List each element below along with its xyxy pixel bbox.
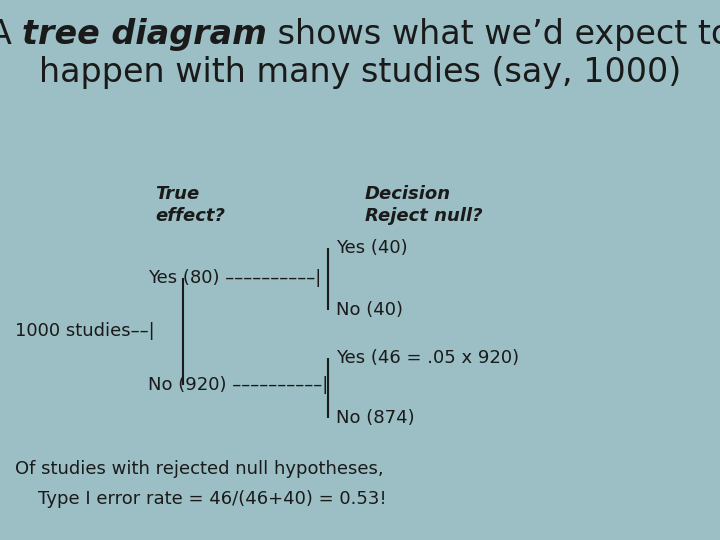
Text: shows what we’d expect to: shows what we’d expect to (267, 18, 720, 51)
Text: tree diagram: tree diagram (22, 18, 267, 51)
Text: Yes (80) ––––––––––|: Yes (80) ––––––––––| (148, 269, 321, 287)
Text: No (874): No (874) (336, 409, 415, 427)
Text: No (40): No (40) (336, 301, 403, 319)
Text: Decision
Reject null?: Decision Reject null? (365, 185, 482, 225)
Text: happen with many studies (say, 1000): happen with many studies (say, 1000) (39, 56, 681, 89)
Text: Type I error rate = 46/(46+40) = 0.53!: Type I error rate = 46/(46+40) = 0.53! (15, 490, 387, 508)
Text: Yes (40): Yes (40) (336, 239, 408, 257)
Text: Of studies with rejected null hypotheses,: Of studies with rejected null hypotheses… (15, 460, 384, 478)
Text: Yes (46 = .05 x 920): Yes (46 = .05 x 920) (336, 349, 519, 367)
Text: A: A (0, 18, 22, 51)
Text: True
effect?: True effect? (155, 185, 225, 225)
Text: 1000 studies––|: 1000 studies––| (15, 322, 155, 341)
Text: No (920) ––––––––––|: No (920) ––––––––––| (148, 376, 328, 394)
